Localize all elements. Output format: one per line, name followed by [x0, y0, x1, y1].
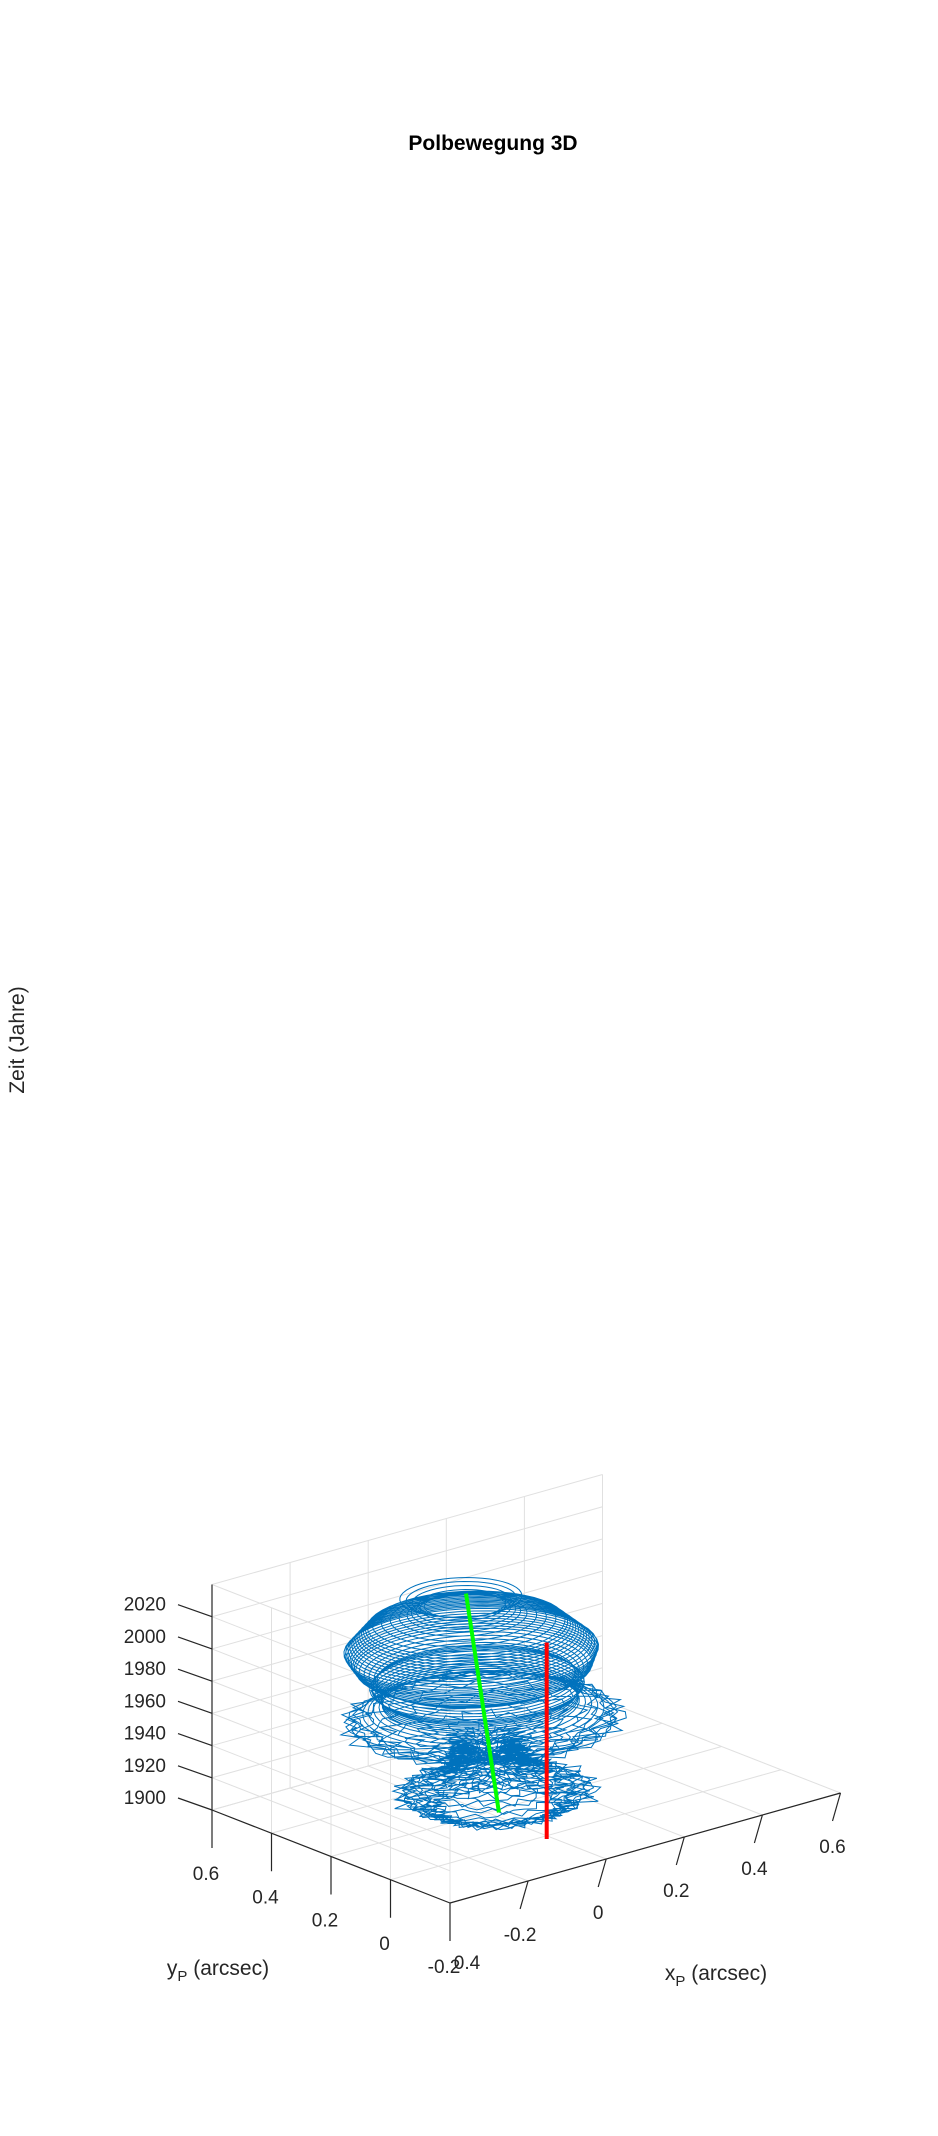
x-axis-label-base: x — [665, 1962, 676, 1985]
chart-title: Polbewegung 3D — [408, 132, 577, 155]
y-tick-label: -0.2 — [428, 1957, 461, 1978]
x-tick — [753, 1814, 763, 1844]
wall-grid-z — [211, 1745, 451, 1840]
x-tick-label: 0.4 — [741, 1859, 768, 1880]
series-polar-motion-line — [339, 1576, 627, 1831]
z-tick-label: 1960 — [124, 1691, 166, 1712]
z-tick — [177, 1765, 213, 1779]
z-tick — [177, 1797, 213, 1811]
x-tick — [519, 1880, 529, 1910]
z-tick-label: 1940 — [124, 1724, 166, 1745]
z-tick — [177, 1733, 213, 1747]
z-axis-label: Zeit (Jahre) — [6, 986, 29, 1093]
x-tick — [597, 1858, 607, 1888]
z-tick — [177, 1668, 213, 1682]
z-tick — [177, 1604, 213, 1618]
z-tick-label: 2000 — [124, 1627, 166, 1648]
wall-grid-z2 — [211, 1506, 603, 1618]
y-axis-label-sub: P — [177, 1968, 187, 1985]
grid-lines — [211, 1474, 841, 1904]
y-tick-label: 0 — [379, 1934, 390, 1955]
axes — [177, 1584, 842, 1941]
x-axis-label-unit: (arcsec) — [685, 1962, 767, 1985]
y-tick-label: 0.4 — [252, 1887, 279, 1908]
x-axis-label: xP (arcsec) — [665, 1962, 767, 1990]
y-tick-label: 0.6 — [193, 1864, 219, 1885]
wall-grid-z2 — [211, 1667, 603, 1779]
z-tick — [177, 1636, 213, 1650]
series-mean-pole-trend-line — [464, 1593, 501, 1813]
x-tick-label: 0.6 — [819, 1837, 845, 1858]
z-tick-label: 1920 — [124, 1756, 166, 1777]
x-axis-label-sub: P — [675, 1973, 685, 1990]
x-tick-label-corner: 0.4 — [454, 1953, 481, 1974]
x-tick-label: 0.2 — [663, 1881, 689, 1902]
z-tick-label: 1900 — [124, 1788, 166, 1809]
x-axis-line — [449, 1792, 841, 1904]
wall-grid-z2 — [211, 1474, 603, 1585]
wall-grid-z2 — [211, 1538, 603, 1650]
z-tick — [177, 1700, 213, 1714]
x-tick — [831, 1792, 842, 1822]
x-tick-label: 0 — [593, 1903, 604, 1924]
x-tick-label: -0.2 — [504, 1925, 537, 1946]
tick-labels: -0.200.20.40.60.4-0.200.20.40.6190019201… — [124, 1595, 846, 1978]
y-tick-label: 0.2 — [312, 1911, 338, 1932]
y-axis-label-unit: (arcsec) — [187, 1957, 269, 1980]
wall-grid-z — [211, 1584, 451, 1678]
wall-grid-z — [211, 1777, 451, 1872]
x-tick — [675, 1836, 685, 1866]
wall-grid-z2 — [211, 1570, 603, 1682]
floor-grid-y — [330, 1746, 722, 1857]
z-tick-label: 2020 — [124, 1595, 166, 1616]
y-axis-label-base: y — [167, 1957, 178, 1980]
data-series — [339, 1576, 627, 1839]
y-axis-label: yP (arcsec) — [167, 1957, 269, 1985]
z-tick-label: 1980 — [124, 1659, 166, 1680]
floor-grid-y — [390, 1769, 782, 1881]
